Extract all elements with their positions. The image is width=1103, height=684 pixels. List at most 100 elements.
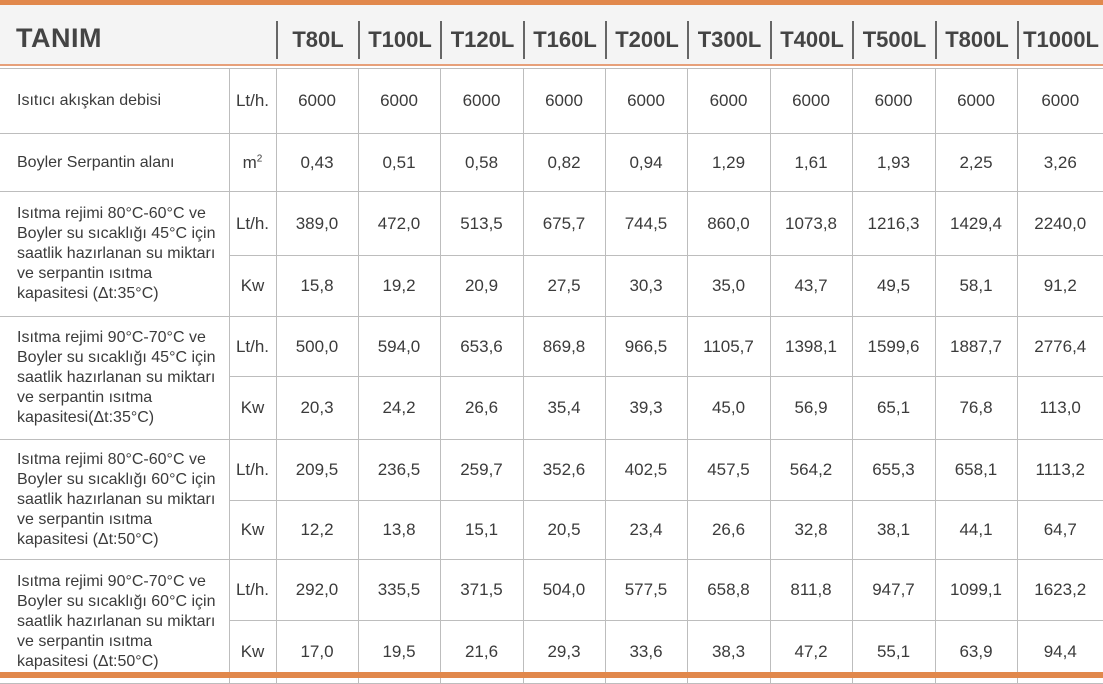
row-unit: Lt/h. bbox=[228, 316, 277, 377]
cell-value: 6000 bbox=[1016, 68, 1103, 134]
header-model-9: T1000L bbox=[1017, 21, 1103, 59]
cell-value: 335,5 bbox=[357, 559, 441, 621]
cell-value: 20,3 bbox=[275, 376, 359, 440]
cell-value: 0,82 bbox=[522, 133, 606, 192]
cell-value: 20,5 bbox=[522, 500, 606, 560]
cell-value: 27,5 bbox=[522, 255, 606, 317]
row-label: Isıtma rejimi 80°C-60°C ve Boyler su sıc… bbox=[0, 191, 230, 317]
header-model-1: T100L bbox=[358, 21, 440, 59]
cell-value: 1,61 bbox=[769, 133, 853, 192]
table-row-group-1-kw: Kw 15,8 19,2 20,9 27,5 30,3 35,0 43,7 49… bbox=[0, 255, 1103, 317]
header-model-0: T80L bbox=[276, 21, 358, 59]
cell-value: 500,0 bbox=[275, 316, 359, 377]
cell-value: 577,5 bbox=[604, 559, 688, 621]
header-model-3: T160L bbox=[523, 21, 605, 59]
cell-value: 91,2 bbox=[1016, 255, 1103, 317]
cell-value: 947,7 bbox=[851, 559, 936, 621]
cell-value: 292,0 bbox=[275, 559, 359, 621]
cell-value: 43,7 bbox=[769, 255, 853, 317]
cell-value: 44,1 bbox=[934, 500, 1018, 560]
cell-value: 58,1 bbox=[934, 255, 1018, 317]
cell-value: 6000 bbox=[686, 68, 771, 134]
row-label: Isıtıcı akışkan debisi bbox=[0, 68, 230, 134]
row-label: Isıtma rejimi 90°C-70°C ve Boyler su sıc… bbox=[0, 559, 230, 684]
cell-value: 811,8 bbox=[769, 559, 853, 621]
row-unit: Lt/h. bbox=[228, 559, 277, 621]
cell-value: 1599,6 bbox=[851, 316, 936, 377]
cell-value: 2240,0 bbox=[1016, 191, 1103, 256]
cell-value: 3,26 bbox=[1016, 133, 1103, 192]
row-label: Isıtma rejimi 90°C-70°C ve Boyler su sıc… bbox=[0, 316, 230, 440]
cell-value: 56,9 bbox=[769, 376, 853, 440]
cell-value: 675,7 bbox=[522, 191, 606, 256]
cell-value: 472,0 bbox=[357, 191, 441, 256]
cell-value: 49,5 bbox=[851, 255, 936, 317]
cell-value: 966,5 bbox=[604, 316, 688, 377]
bottom-accent-rule bbox=[0, 672, 1103, 678]
cell-value: 1398,1 bbox=[769, 316, 853, 377]
cell-value: 1216,3 bbox=[851, 191, 936, 256]
unit-superscript: 2 bbox=[256, 152, 263, 164]
row-unit: Lt/h. bbox=[228, 439, 277, 501]
top-accent-rule bbox=[0, 0, 1103, 5]
cell-value: 6000 bbox=[604, 68, 688, 134]
cell-value: 6000 bbox=[522, 68, 606, 134]
cell-value: 1073,8 bbox=[769, 191, 853, 256]
table-row-group-2-lth: Isıtma rejimi 90°C-70°C ve Boyler su sıc… bbox=[0, 316, 1103, 440]
cell-value: 0,58 bbox=[439, 133, 524, 192]
row-label: Isıtma rejimi 80°C-60°C ve Boyler su sıc… bbox=[0, 439, 230, 560]
cell-value: 594,0 bbox=[357, 316, 441, 377]
row-unit: Kw bbox=[228, 500, 277, 560]
cell-value: 23,4 bbox=[604, 500, 688, 560]
cell-value: 45,0 bbox=[686, 376, 771, 440]
cell-value: 744,5 bbox=[604, 191, 688, 256]
cell-value: 24,2 bbox=[357, 376, 441, 440]
cell-value: 13,8 bbox=[357, 500, 441, 560]
cell-value: 389,0 bbox=[275, 191, 359, 256]
cell-value: 1,29 bbox=[686, 133, 771, 192]
cell-value: 1429,4 bbox=[934, 191, 1018, 256]
row-unit: Kw bbox=[228, 255, 277, 317]
header-model-5: T300L bbox=[687, 21, 770, 59]
cell-value: 1113,2 bbox=[1016, 439, 1103, 501]
cell-value: 860,0 bbox=[686, 191, 771, 256]
cell-value: 869,8 bbox=[522, 316, 606, 377]
cell-value: 653,6 bbox=[439, 316, 524, 377]
cell-value: 15,1 bbox=[439, 500, 524, 560]
cell-value: 38,1 bbox=[851, 500, 936, 560]
cell-value: 0,43 bbox=[275, 133, 359, 192]
cell-value: 32,8 bbox=[769, 500, 853, 560]
cell-value: 1887,7 bbox=[934, 316, 1018, 377]
cell-value: 564,2 bbox=[769, 439, 853, 501]
cell-value: 1105,7 bbox=[686, 316, 771, 377]
cell-value: 1,93 bbox=[851, 133, 936, 192]
cell-value: 15,8 bbox=[275, 255, 359, 317]
table-row-flow: Isıtıcı akışkan debisi Lt/h. 6000 6000 6… bbox=[0, 68, 1103, 134]
cell-value: 1623,2 bbox=[1016, 559, 1103, 621]
cell-value: 65,1 bbox=[851, 376, 936, 440]
cell-value: 6000 bbox=[275, 68, 359, 134]
cell-value: 64,7 bbox=[1016, 500, 1103, 560]
cell-value: 1099,1 bbox=[934, 559, 1018, 621]
cell-value: 658,1 bbox=[934, 439, 1018, 501]
cell-value: 371,5 bbox=[439, 559, 524, 621]
cell-value: 209,5 bbox=[275, 439, 359, 501]
spec-table: Isıtıcı akışkan debisi Lt/h. 6000 6000 6… bbox=[0, 68, 1103, 684]
cell-value: 236,5 bbox=[357, 439, 441, 501]
cell-value: 35,0 bbox=[686, 255, 771, 317]
cell-value: 402,5 bbox=[604, 439, 688, 501]
table-row-group-1-lth: Isıtma rejimi 80°C-60°C ve Boyler su sıc… bbox=[0, 191, 1103, 317]
cell-value: 30,3 bbox=[604, 255, 688, 317]
header-model-6: T400L bbox=[770, 21, 852, 59]
header-model-7: T500L bbox=[852, 21, 935, 59]
cell-value: 39,3 bbox=[604, 376, 688, 440]
table-row-group-3-kw: Kw 12,2 13,8 15,1 20,5 23,4 26,6 32,8 38… bbox=[0, 500, 1103, 560]
header-title: TANIM bbox=[16, 23, 102, 53]
cell-value: 35,4 bbox=[522, 376, 606, 440]
cell-value: 6000 bbox=[851, 68, 936, 134]
cell-value: 26,6 bbox=[686, 500, 771, 560]
cell-value: 19,2 bbox=[357, 255, 441, 317]
cell-value: 352,6 bbox=[522, 439, 606, 501]
row-unit: m2 bbox=[228, 133, 277, 192]
cell-value: 6000 bbox=[934, 68, 1018, 134]
